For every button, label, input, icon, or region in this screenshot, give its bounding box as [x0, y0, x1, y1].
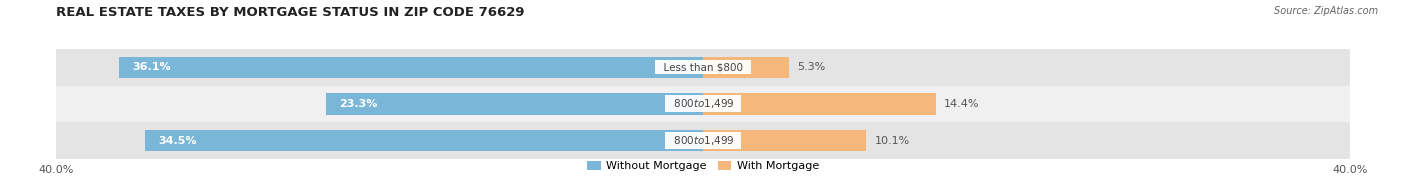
Text: $800 to $1,499: $800 to $1,499 [666, 134, 740, 147]
Legend: Without Mortgage, With Mortgage: Without Mortgage, With Mortgage [582, 156, 824, 176]
Text: 23.3%: 23.3% [339, 99, 378, 109]
Bar [326, 93, 703, 114]
Bar [120, 57, 703, 78]
Text: REAL ESTATE TAXES BY MORTGAGE STATUS IN ZIP CODE 76629: REAL ESTATE TAXES BY MORTGAGE STATUS IN … [56, 6, 524, 19]
Text: 14.4%: 14.4% [943, 99, 980, 109]
Bar [703, 130, 866, 151]
Text: 36.1%: 36.1% [132, 62, 172, 72]
Text: Source: ZipAtlas.com: Source: ZipAtlas.com [1274, 6, 1378, 16]
Bar [56, 85, 1350, 122]
Text: Less than $800: Less than $800 [657, 62, 749, 72]
Text: $800 to $1,499: $800 to $1,499 [666, 97, 740, 110]
Bar [56, 122, 1350, 159]
Bar [56, 49, 1350, 85]
Text: 10.1%: 10.1% [875, 136, 910, 146]
Bar [703, 57, 789, 78]
Text: 5.3%: 5.3% [797, 62, 825, 72]
Bar [703, 93, 936, 114]
Bar [145, 130, 703, 151]
Text: 34.5%: 34.5% [157, 136, 197, 146]
